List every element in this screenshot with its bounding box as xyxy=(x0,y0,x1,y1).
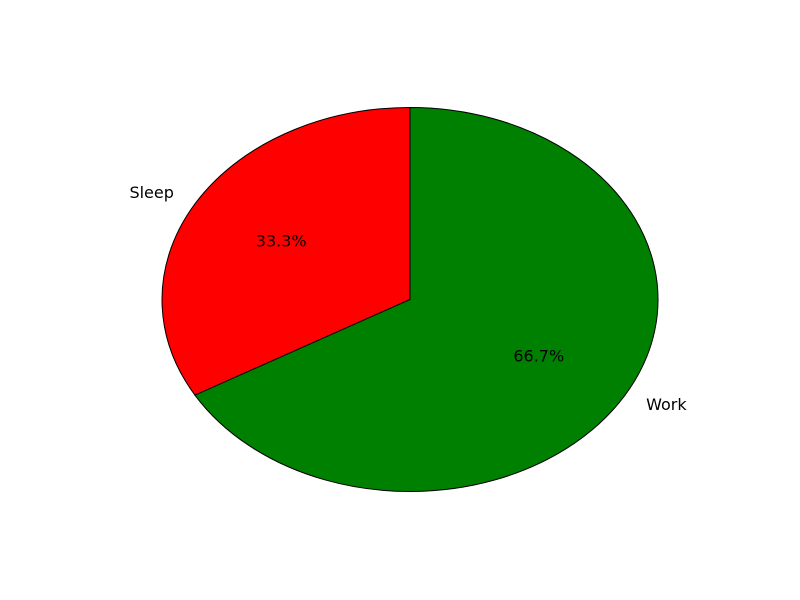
pie-slice-sleep xyxy=(161,106,411,396)
slice-percent-work: 66.7% xyxy=(513,347,564,366)
pie-labels: Sleep 33.3% Work 66.7% xyxy=(129,183,687,414)
slice-label-work: Work xyxy=(646,395,687,414)
pie-slices xyxy=(161,106,659,492)
pie-slice-work xyxy=(194,106,659,492)
slice-percent-sleep: 33.3% xyxy=(256,231,307,250)
slice-label-sleep: Sleep xyxy=(129,183,173,202)
